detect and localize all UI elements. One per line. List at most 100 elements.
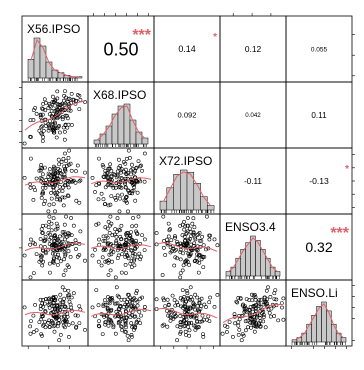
scatter-point xyxy=(28,134,33,139)
scatter-point xyxy=(189,313,194,318)
scatter-point xyxy=(44,124,48,128)
scatter-point xyxy=(67,96,72,101)
scatter-point xyxy=(193,237,198,242)
scatter-point xyxy=(117,307,122,312)
scatter-point xyxy=(257,304,261,309)
density-curve xyxy=(162,171,211,207)
density-curve xyxy=(30,38,79,78)
scatter-point xyxy=(62,137,67,142)
scatter-point xyxy=(183,313,188,318)
scatter-point xyxy=(62,222,67,227)
scatter-point xyxy=(103,202,107,207)
histogram-bar xyxy=(200,196,208,211)
scatter-point xyxy=(66,231,71,236)
scatter-point xyxy=(261,302,266,307)
scatter-point xyxy=(136,159,141,164)
scatter-point xyxy=(130,189,135,193)
scatter-point xyxy=(280,305,284,310)
scatter-point xyxy=(252,317,257,322)
scatter-point xyxy=(73,180,78,185)
scatter-point xyxy=(53,307,57,312)
scatter-point xyxy=(235,300,240,305)
scatter-point xyxy=(195,295,200,300)
scatter-point xyxy=(63,129,67,134)
scatter-point xyxy=(69,305,74,310)
scatter-point xyxy=(115,172,120,177)
scatter-point xyxy=(199,239,204,243)
scatter-point xyxy=(204,317,209,322)
scatter-point xyxy=(65,311,70,316)
scatter-point xyxy=(129,334,134,339)
scatter-point xyxy=(47,296,52,301)
scatter-point xyxy=(124,167,128,172)
scatter-point xyxy=(188,297,192,302)
scatter-point xyxy=(55,304,60,309)
scatter-point xyxy=(185,241,190,246)
scatter-point xyxy=(68,302,73,307)
scatter-point xyxy=(253,295,258,299)
scatter-point xyxy=(90,175,95,180)
scatter-point xyxy=(107,301,112,306)
scatter-point xyxy=(46,247,51,252)
scatter-point xyxy=(101,248,106,253)
scatter-point xyxy=(123,321,128,326)
scatter-point xyxy=(62,296,67,301)
scatter-point xyxy=(49,221,54,226)
histogram-bar xyxy=(225,271,232,277)
scatter-point xyxy=(265,297,269,302)
scatter-point xyxy=(61,203,66,208)
scatter-point xyxy=(57,114,62,118)
scatter-point xyxy=(142,304,147,309)
scatter-point xyxy=(40,190,45,194)
scatter-point xyxy=(126,256,131,261)
scatter-point xyxy=(201,243,206,248)
scatter-point xyxy=(106,323,111,328)
scatter-point xyxy=(46,320,51,325)
scatter-point xyxy=(192,241,197,246)
scatter-point xyxy=(180,233,185,238)
scatter-point xyxy=(108,214,113,219)
scatter-point xyxy=(100,332,105,337)
scatter-point xyxy=(165,324,170,329)
scatter-point xyxy=(118,168,123,173)
scatter-point xyxy=(118,304,122,309)
scatter-point xyxy=(123,161,128,166)
scatter-point xyxy=(96,197,101,202)
scatter-point xyxy=(232,312,237,317)
histogram-bar xyxy=(93,139,101,145)
scatter-point xyxy=(42,301,47,306)
scatter-point xyxy=(189,234,194,239)
scatter-point xyxy=(77,253,82,257)
scatter-point xyxy=(125,254,130,259)
histogram-bar xyxy=(250,235,256,277)
scatter-point xyxy=(50,320,55,325)
scatter-point xyxy=(171,316,176,321)
scatter-point xyxy=(196,270,201,275)
scatter-point xyxy=(139,163,143,168)
scatter-point xyxy=(192,225,197,230)
scatter-point xyxy=(22,175,27,180)
scatter-point xyxy=(114,239,119,243)
correlation-value: -0.13 xyxy=(309,176,329,186)
scatter-point xyxy=(132,327,136,332)
scatter-point xyxy=(174,247,178,252)
scatter-point xyxy=(56,115,61,120)
scatter-point xyxy=(199,296,204,301)
scatter-point xyxy=(119,176,124,180)
scatter-point xyxy=(119,324,123,329)
scatter-point xyxy=(51,256,56,261)
smooth-curve xyxy=(24,242,86,252)
scatter-point xyxy=(184,332,188,337)
scatter-point xyxy=(97,182,102,186)
scatter-point xyxy=(46,231,51,235)
scatter-point xyxy=(55,170,60,175)
scatter-point xyxy=(69,178,74,183)
scatter-point xyxy=(135,190,140,195)
scatter-point xyxy=(51,166,56,171)
scatter-point xyxy=(129,332,134,337)
scatter-point xyxy=(38,237,43,241)
scatter-point xyxy=(130,191,135,196)
correlation-value: 0.042 xyxy=(245,112,261,119)
histogram-bar xyxy=(291,339,298,343)
scatter-point xyxy=(39,125,44,130)
